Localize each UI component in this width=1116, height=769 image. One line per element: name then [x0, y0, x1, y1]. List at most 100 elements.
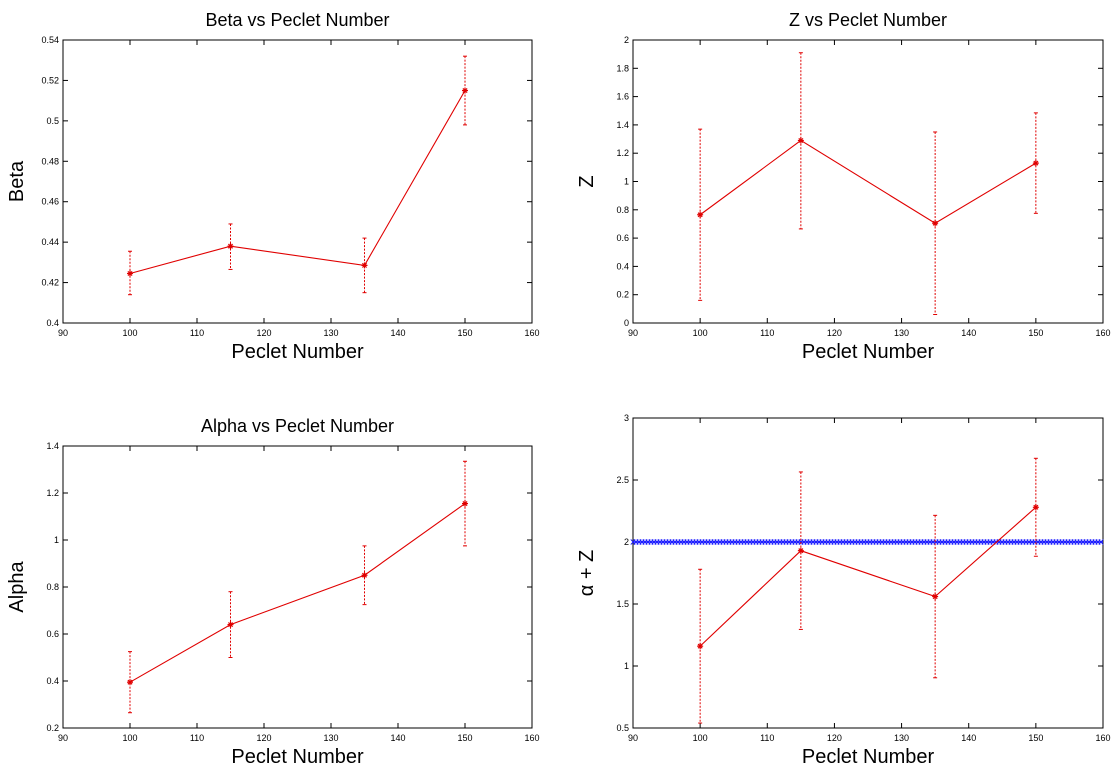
chart-title: Z vs Peclet Number	[789, 10, 947, 30]
point-marker-stroke	[462, 501, 468, 507]
y-tick-label: 0.5	[616, 723, 629, 733]
point-marker-stroke	[932, 594, 938, 600]
y-tick-label: 2	[624, 537, 629, 547]
y-tick-label: 0.8	[616, 205, 629, 215]
y-tick-label: 1	[624, 177, 629, 187]
y-tick-label: 0.2	[46, 723, 59, 733]
data-point	[1032, 504, 1039, 511]
series-1	[127, 55, 468, 296]
point-marker-stroke	[697, 212, 703, 218]
chart-panel-2: 90 100 110 120 130 140 150 160 0 0.2 0.4 0.6 0.8 1 1.2…	[576, 10, 1111, 363]
chart-title: Alpha vs Peclet Number	[201, 416, 394, 436]
x-tick-label: 140	[390, 733, 405, 743]
y-axis-label: Beta	[6, 160, 28, 202]
y-tick-label: 1.4	[616, 120, 629, 130]
y-tick-label: 2	[624, 35, 629, 45]
point-marker-stroke	[462, 88, 468, 94]
x-tick-label: 110	[190, 328, 204, 338]
chart-panel-4: 90 100 110 120 130 140 150 160 0.5 1 1.5 2 2.5 3 Pecle…	[576, 413, 1111, 768]
y-tick-label: 1.2	[616, 148, 629, 158]
y-tick-label: 1.5	[616, 599, 629, 609]
y-tick-label: 0.44	[41, 237, 59, 247]
y-tick-label: 1	[624, 661, 629, 671]
data-point	[227, 243, 234, 250]
data-point	[227, 621, 234, 628]
x-tick-label: 140	[961, 733, 976, 743]
x-tick-label: 120	[256, 328, 271, 338]
x-tick-label: 140	[390, 328, 405, 338]
y-tick-label: 0.8	[46, 582, 59, 592]
x-tick-label: 100	[693, 328, 708, 338]
x-tick-label: 90	[58, 328, 68, 338]
reference-line	[630, 539, 1104, 545]
data-point	[361, 262, 368, 269]
y-tick-label: 0.4	[46, 318, 59, 328]
x-tick-label: 120	[256, 733, 271, 743]
plot-frame	[62, 39, 533, 324]
series-1	[697, 457, 1039, 724]
y-tick-label: 0	[624, 318, 629, 328]
y-tick-label: 1	[54, 535, 59, 545]
y-tick-label: 1.4	[46, 441, 59, 451]
y-tick-label: 0.2	[616, 290, 629, 300]
x-tick-label: 130	[323, 328, 338, 338]
x-tick-label: 90	[628, 328, 638, 338]
point-marker-stroke	[127, 679, 133, 685]
y-axis-label: α + Z	[576, 550, 598, 597]
x-tick-label: 160	[524, 733, 539, 743]
x-tick-label: 130	[323, 733, 338, 743]
x-axis-label: Peclet Number	[231, 746, 364, 768]
point-marker-stroke	[932, 220, 938, 226]
point-marker-stroke	[227, 622, 234, 628]
series-line	[699, 139, 1037, 224]
y-tick-label: 1.6	[616, 92, 629, 102]
data-point	[932, 220, 939, 227]
chart-panel-1: 90 100 110 120 130 140 150 160 0.4 0.42 0.44 0.46 0.…	[6, 10, 540, 363]
data-point	[361, 572, 368, 579]
y-tick-label: 0.4	[616, 261, 629, 271]
point-marker-stroke	[361, 262, 368, 268]
y-tick-label: 0.6	[616, 233, 629, 243]
y-tick-label: 0.54	[41, 35, 59, 45]
data-point	[127, 270, 133, 277]
y-tick-label: 0.5	[46, 116, 59, 126]
data-point	[797, 547, 804, 554]
x-tick-label: 140	[961, 328, 976, 338]
y-tick-label: 0.6	[46, 629, 59, 639]
x-tick-label: 150	[1028, 733, 1043, 743]
x-tick-label: 90	[58, 733, 68, 743]
x-axis-label: Peclet Number	[802, 341, 935, 363]
x-tick-label: 130	[894, 733, 909, 743]
x-axis-label: Peclet Number	[231, 341, 364, 363]
x-tick-label: 110	[760, 328, 774, 338]
data-point	[462, 87, 468, 94]
point-marker-stroke	[798, 137, 804, 143]
x-tick-label: 160	[1095, 328, 1110, 338]
chart-title: Beta vs Peclet Number	[205, 10, 389, 30]
point-marker-stroke	[1033, 160, 1039, 166]
x-tick-label: 100	[122, 733, 137, 743]
x-tick-label: 160	[524, 328, 539, 338]
x-tick-label: 130	[894, 328, 909, 338]
plot-frame	[62, 445, 533, 729]
x-tick-label: 160	[1095, 733, 1110, 743]
x-axis-label: Peclet Number	[802, 746, 935, 768]
series-line	[129, 503, 466, 683]
series-line	[129, 90, 466, 275]
y-tick-label: 1.8	[616, 63, 629, 73]
series-1	[697, 52, 1039, 316]
y-tick-label: 3	[624, 413, 629, 423]
x-tick-label: 120	[827, 328, 842, 338]
data-point	[462, 500, 468, 507]
point-marker-stroke	[697, 643, 703, 649]
point-marker-stroke	[361, 572, 368, 578]
x-tick-label: 150	[457, 328, 472, 338]
x-tick-label: 150	[457, 733, 472, 743]
data-point	[1032, 160, 1039, 167]
x-tick-label: 110	[760, 733, 774, 743]
data-point	[697, 643, 704, 650]
data-point	[932, 593, 939, 600]
x-tick-label: 90	[628, 733, 638, 743]
x-tick-label: 100	[122, 328, 137, 338]
